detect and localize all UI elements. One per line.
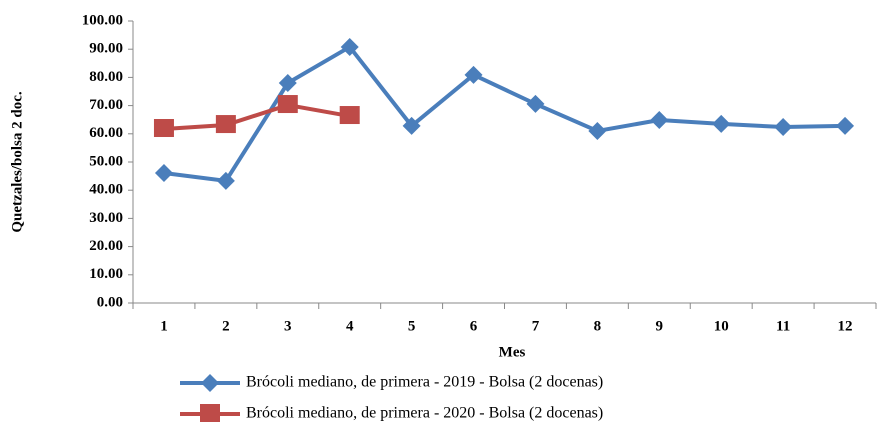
x-tick-label: 6 [470, 318, 478, 334]
point [650, 110, 669, 129]
point [154, 163, 173, 182]
point [526, 94, 545, 113]
point [340, 37, 359, 56]
y-tick-label: 0.00 [97, 294, 123, 310]
x-tick-label: 1 [160, 318, 168, 334]
point [402, 116, 421, 135]
x-tick-label: 7 [532, 318, 540, 334]
point [339, 106, 360, 125]
legend-label: Brócoli mediano, de primera - 2019 - Bol… [246, 374, 603, 391]
x-tick-label: 4 [346, 318, 354, 334]
legend-label: Brócoli mediano, de primera - 2020 - Bol… [246, 405, 603, 422]
point [464, 65, 483, 84]
y-tick-label: 10.00 [89, 266, 123, 282]
x-axis-label: Mes [499, 344, 526, 360]
x-tick-label: 8 [594, 318, 602, 334]
point [277, 95, 298, 114]
y-tick-label: 30.00 [89, 210, 123, 226]
y-tick-label: 20.00 [89, 238, 123, 254]
y-tick-label: 60.00 [89, 125, 123, 141]
y-tick-label: 40.00 [89, 182, 123, 198]
point [588, 121, 607, 140]
y-tick-label: 80.00 [89, 69, 123, 85]
y-axis-label: Quetzales/bolsa 2 doc. [9, 91, 25, 232]
x-tick-label: 3 [284, 318, 292, 334]
legend-marker [200, 404, 220, 422]
y-tick-label: 50.00 [89, 153, 123, 169]
series-line [163, 44, 846, 184]
y-tick-label: 90.00 [89, 41, 123, 57]
y-tick-label: 70.00 [89, 97, 123, 113]
x-tick-label: 12 [838, 318, 853, 334]
point [712, 114, 731, 133]
legend-marker [201, 374, 219, 392]
point [216, 171, 235, 190]
point [215, 115, 236, 134]
point [278, 74, 297, 93]
x-tick-label: 11 [776, 318, 790, 334]
x-tick-label: 9 [656, 318, 664, 334]
x-tick-label: 2 [222, 318, 230, 334]
x-tick-label: 5 [408, 318, 416, 334]
point [153, 119, 174, 138]
y-tick-label: 100.00 [82, 12, 123, 28]
x-tick-label: 10 [714, 318, 729, 334]
point [774, 118, 793, 137]
point [836, 116, 855, 135]
series-line [163, 102, 351, 132]
